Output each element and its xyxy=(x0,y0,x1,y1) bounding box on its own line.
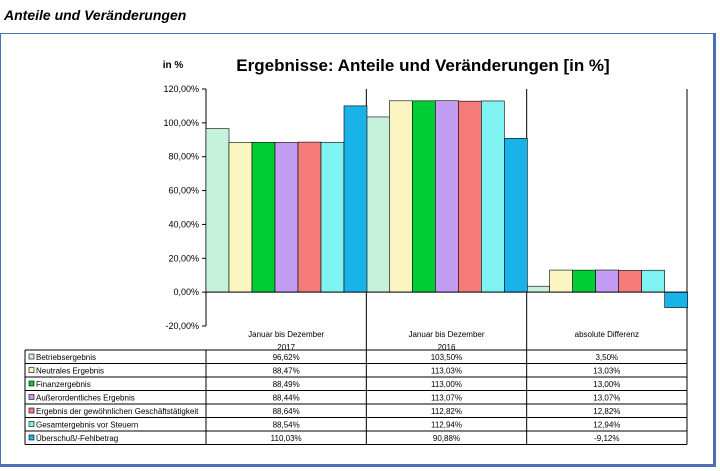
bar xyxy=(458,100,482,293)
legend-key xyxy=(28,434,35,441)
legend-label: Außerordentliches Ergebnis xyxy=(36,394,135,403)
legend-label: Neutrales Ergebnis xyxy=(36,367,104,376)
bar xyxy=(572,269,596,293)
bar xyxy=(641,269,665,293)
bar xyxy=(320,141,345,293)
y-tick-label: -20,00% xyxy=(165,321,199,331)
bar xyxy=(274,142,299,293)
bar xyxy=(618,270,642,293)
y-tick-label: 120,00% xyxy=(163,84,199,94)
data-value: 112,94% xyxy=(431,421,462,430)
bar xyxy=(412,100,436,293)
legend-key xyxy=(28,367,35,373)
legend-key xyxy=(28,380,35,387)
y-tick-label: 100,00% xyxy=(163,118,199,128)
bar xyxy=(228,142,253,293)
chart-panel: Ergebnisse: Anteile und Veränderungen [i… xyxy=(0,33,716,467)
bar xyxy=(526,285,550,293)
legend-label: Ergebnis der gewöhnlichen Geschäftstätig… xyxy=(36,407,199,416)
bar xyxy=(504,137,528,293)
y-tick-label: 20,00% xyxy=(168,253,199,263)
category-label: Januar bis Dezember xyxy=(248,330,324,339)
category-label: Januar bis Dezember xyxy=(408,330,484,339)
data-value: 88,44% xyxy=(273,394,300,403)
category-label: absolute Differenz xyxy=(575,330,639,339)
bar xyxy=(481,100,505,293)
data-value: 3,50% xyxy=(595,353,618,362)
bar xyxy=(205,128,230,293)
data-value: 88,47% xyxy=(273,367,300,376)
category-year: 2017 xyxy=(277,343,295,352)
legend-label: Betriebsergebnis xyxy=(36,353,96,362)
legend-key xyxy=(28,353,35,360)
data-value: 88,49% xyxy=(273,380,300,389)
y-tick-label: 80,00% xyxy=(168,152,199,162)
legend-label: Überschuß/-Fehlbetrag xyxy=(36,434,118,443)
legend-key xyxy=(28,407,35,414)
data-value: 103,50% xyxy=(431,353,463,362)
y-axis-label: in % xyxy=(163,60,184,71)
category-year: 2016 xyxy=(438,343,456,352)
chart-title: Ergebnisse: Anteile und Veränderungen [i… xyxy=(236,56,609,75)
legend-label: Finanzergebnis xyxy=(36,380,91,389)
data-value: 13,07% xyxy=(593,394,620,403)
data-value: 88,54% xyxy=(273,421,300,430)
bar xyxy=(664,291,688,308)
bar xyxy=(366,116,390,293)
data-value: 88,64% xyxy=(273,407,300,416)
bar xyxy=(549,269,573,293)
data-value: 113,03% xyxy=(431,367,462,376)
data-value: 96,62% xyxy=(273,353,300,362)
y-tick-label: 40,00% xyxy=(168,219,199,229)
data-value: 12,82% xyxy=(593,407,620,416)
data-value: 113,07% xyxy=(431,394,462,403)
y-tick-label: 60,00% xyxy=(168,186,199,196)
bar xyxy=(297,141,322,293)
data-value: 113,00% xyxy=(431,380,462,389)
page-title: Anteile und Veränderungen xyxy=(4,7,187,23)
data-value: 112,82% xyxy=(431,407,462,416)
data-value: 110,03% xyxy=(271,434,302,443)
y-tick-label: 0,00% xyxy=(173,287,199,297)
data-value: -9,12% xyxy=(594,434,619,443)
legend-key xyxy=(28,394,35,400)
data-value: 90,88% xyxy=(433,434,460,443)
legend-label: Gesamtergebnis vor Steuern xyxy=(36,421,138,430)
data-value: 13,03% xyxy=(593,367,620,376)
legend-key xyxy=(28,421,35,427)
bar xyxy=(251,142,276,293)
data-value: 13,00% xyxy=(593,380,620,389)
bar xyxy=(595,269,619,293)
bar xyxy=(389,100,413,293)
data-value: 12,94% xyxy=(593,421,620,430)
bar xyxy=(343,105,368,293)
bar xyxy=(435,100,459,293)
results-chart: Ergebnisse: Anteile und Veränderungen [i… xyxy=(24,56,688,445)
